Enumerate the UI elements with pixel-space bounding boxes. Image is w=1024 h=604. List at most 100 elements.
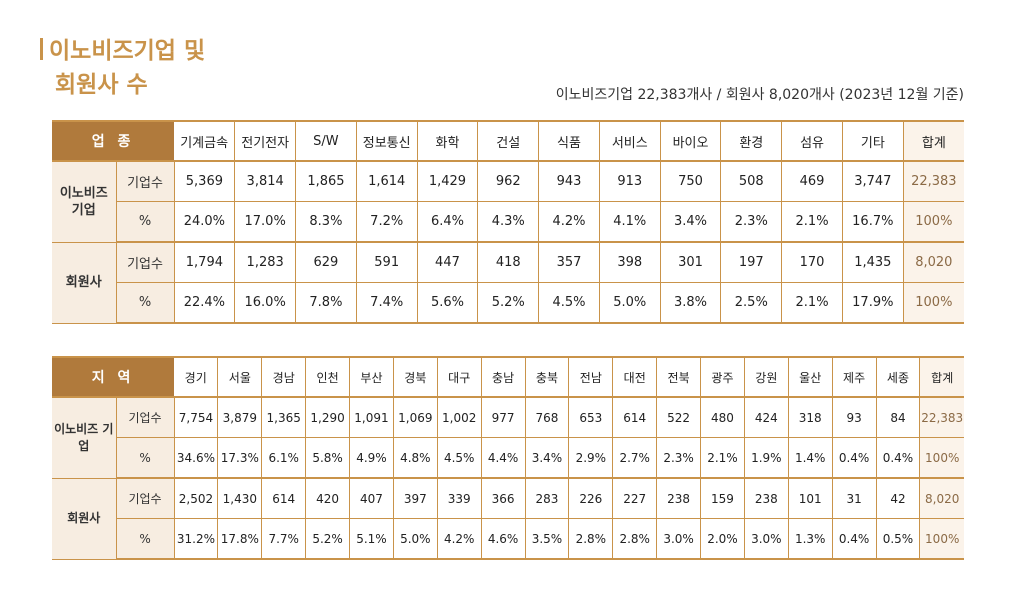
table-cell: 424: [744, 397, 789, 438]
table-cell: 1,365: [261, 397, 307, 438]
table-cell: 1.3%: [788, 518, 833, 560]
table-cell: 6.1%: [261, 437, 307, 479]
table-cell: 522: [656, 397, 702, 438]
table-row: 이노비즈 기업 기업수 7,754 3,879 1,365 1,290 1,091 1,069…: [52, 397, 964, 479]
table-cell: 283: [525, 478, 570, 519]
table-cell: 508: [720, 161, 783, 202]
table-cell: 768: [525, 397, 570, 438]
table-cell: 17.8%: [217, 518, 263, 560]
column-header: 대전: [612, 356, 658, 398]
table-cell: 7,754: [174, 397, 219, 438]
table-cell: 8,020: [903, 242, 964, 283]
table-cell: 100%: [919, 518, 964, 560]
table-cell: 3,879: [217, 397, 263, 438]
table-cell: 357: [538, 242, 600, 283]
column-header: 건설: [477, 120, 540, 162]
table-row: 이노비즈 기업 기업수 5,369 3,814 1,865 1,614 1,429 962 94…: [52, 161, 964, 243]
table-cell: 6.4%: [417, 201, 479, 243]
table-cell: 3.0%: [656, 518, 702, 560]
table-cell: 4.5%: [538, 282, 600, 324]
table-cell: 4.3%: [477, 201, 540, 243]
column-header: 경북: [393, 356, 438, 398]
table-cell: 977: [481, 397, 526, 438]
table-cell: 469: [781, 161, 843, 202]
column-header: 서비스: [599, 120, 661, 162]
table-cell: 397: [393, 478, 438, 519]
page-title: 이노비즈기업 및 회원사 수: [40, 34, 205, 102]
table-cell: 34.6%: [174, 437, 219, 479]
table-cell: 1,069: [393, 397, 438, 438]
column-header: 울산: [788, 356, 833, 398]
column-header: 서울: [217, 356, 263, 398]
column-header: 기계금속: [174, 120, 236, 162]
table-cell: 2.3%: [656, 437, 702, 479]
table-cell: 3.4%: [525, 437, 570, 479]
group-label: 회원사: [52, 242, 117, 324]
table-cell: 197: [720, 242, 783, 283]
table-cell: 418: [477, 242, 540, 283]
column-header: 충북: [525, 356, 570, 398]
column-header: 세종: [876, 356, 921, 398]
table-cell: 2.0%: [700, 518, 745, 560]
table-cell: 2,502: [174, 478, 219, 519]
table-cell: 1.9%: [744, 437, 789, 479]
group-label: 이노비즈 기업: [52, 161, 117, 243]
table-cell: 3.0%: [744, 518, 789, 560]
table-cell: 0.4%: [832, 437, 877, 479]
column-header: 화학: [417, 120, 479, 162]
group-label: 이노비즈 기업: [52, 397, 117, 479]
table-cell: 238: [656, 478, 702, 519]
table-cell: 4.4%: [481, 437, 526, 479]
column-header: 섬유: [781, 120, 843, 162]
table-cell: 4.9%: [349, 437, 394, 479]
table-cell: 3,747: [842, 161, 904, 202]
column-header: 환경: [720, 120, 783, 162]
table-cell: 4.5%: [437, 437, 482, 479]
column-header: S/W: [295, 120, 357, 162]
column-header: 경기: [174, 356, 219, 398]
row-label: 기업수: [116, 478, 175, 519]
column-header: 합계: [903, 120, 964, 162]
table-row: % 22.4% 16.0% 7.8% 7.4% 5.6% 5.2% 4.5% 5.0% 3.8% 2…: [52, 282, 964, 324]
table-cell: 4.6%: [481, 518, 526, 560]
table-cell: 93: [832, 397, 877, 438]
table-cell: 2.5%: [720, 282, 783, 324]
table-cell: 5.8%: [305, 437, 351, 479]
table-cell: 962: [477, 161, 540, 202]
title-line2: 회원사 수: [55, 72, 148, 98]
table-cell: 480: [700, 397, 745, 438]
table-corner-header: 지 역: [52, 356, 175, 398]
table-cell: 750: [660, 161, 722, 202]
column-header: 충남: [481, 356, 526, 398]
column-header: 전남: [568, 356, 614, 398]
row-label: 기업수: [116, 161, 175, 202]
table-row: % 34.6% 17.3% 6.1% 5.8% 4.9% 4.8% 4.5% 4.4% 3.4% 2…: [52, 437, 964, 479]
table-cell: 398: [599, 242, 661, 283]
table-row: % 24.0% 17.0% 8.3% 7.2% 6.4% 4.3% 4.2% 4.1% 3.4% 2…: [52, 201, 964, 243]
table-cell: 2.8%: [612, 518, 658, 560]
column-header: 식품: [538, 120, 600, 162]
table-cell: 2.1%: [781, 282, 843, 324]
table-cell: 447: [417, 242, 479, 283]
table-corner-header: 업 종: [52, 120, 175, 162]
table-cell: 1.4%: [788, 437, 833, 479]
column-header: 광주: [700, 356, 745, 398]
table-cell: 2.3%: [720, 201, 783, 243]
table-cell: 1,614: [356, 161, 418, 202]
row-label: %: [116, 437, 175, 479]
table-cell: 8.3%: [295, 201, 357, 243]
table-cell: 318: [788, 397, 833, 438]
group-label: 회원사: [52, 478, 117, 560]
column-header: 경남: [261, 356, 307, 398]
table-cell: 653: [568, 397, 614, 438]
title-line1: 이노비즈기업 및: [49, 38, 206, 64]
column-header: 정보통신: [356, 120, 418, 162]
table-cell: 100%: [903, 201, 964, 243]
table-cell: 5.1%: [349, 518, 394, 560]
table-cell: 3.8%: [660, 282, 722, 324]
table-cell: 1,865: [295, 161, 357, 202]
column-header: 전기전자: [234, 120, 297, 162]
table-cell: 614: [261, 478, 307, 519]
table-cell: 2.8%: [568, 518, 614, 560]
title-bar-icon: [40, 38, 43, 60]
